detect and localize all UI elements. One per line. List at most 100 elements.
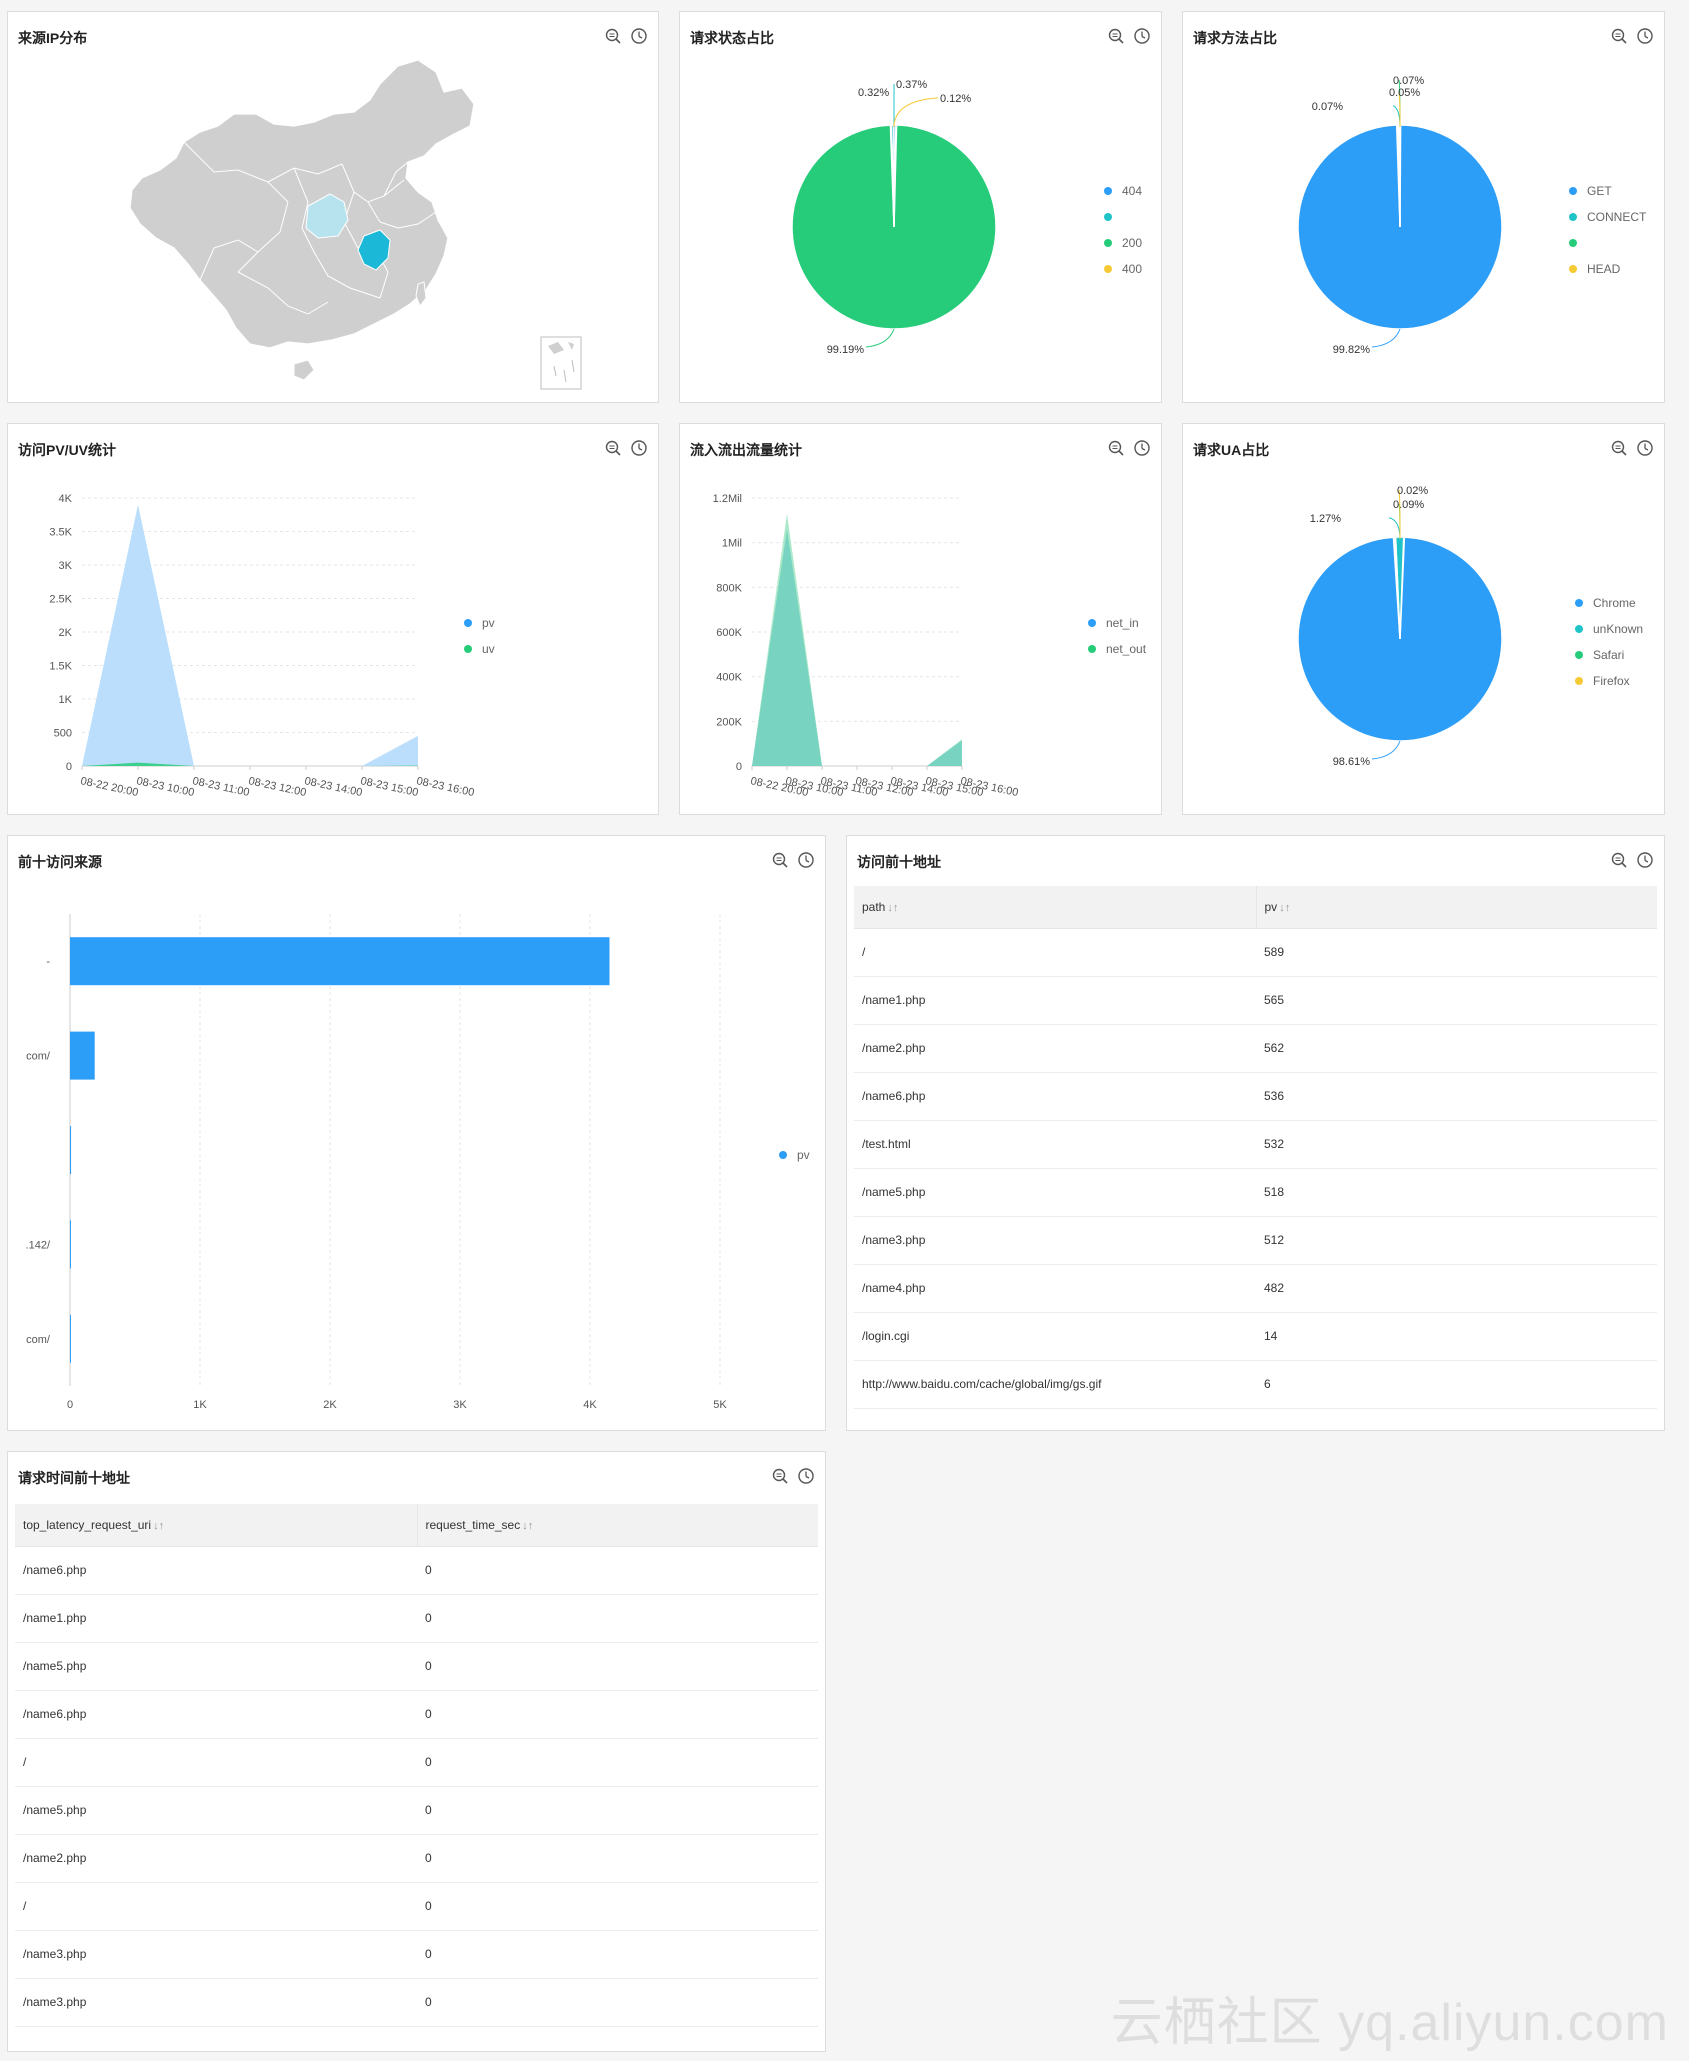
map-region-hainan[interactable] [293, 359, 315, 381]
zoom-search-icon[interactable] [1610, 851, 1628, 869]
pie-slice [1392, 536, 1401, 640]
pie-data-label: 0.07% [1393, 75, 1424, 87]
table-row[interactable]: /name5.php 0 [15, 1786, 818, 1835]
table-row[interactable]: /name6.php 0 [15, 1690, 818, 1739]
legend-dot [1569, 213, 1577, 221]
table-cell: 532 [1256, 1120, 1657, 1169]
pie-data-label: 98.61% [1333, 756, 1371, 768]
y-tick-label: 1.2Mil [713, 493, 742, 505]
legend-label: Safari [1593, 648, 1624, 662]
x-tick-label: 3K [453, 1399, 467, 1411]
table-row[interactable]: /name3.php 0 [15, 1930, 818, 1979]
panel-topsrc: 前十访问来源 0 1K 2K 3K 4K 5K - com/ .142/com/pv [7, 835, 826, 1431]
panel-title: 访问前十地址 [857, 854, 941, 870]
legend-label: net_in [1106, 616, 1139, 630]
y-tick-label: 500 [54, 728, 72, 740]
map-region-taiwan[interactable] [415, 281, 427, 308]
column-header-uri[interactable]: top_latency_request_uri ↓↑ [15, 1504, 417, 1547]
clock-icon[interactable] [1636, 439, 1654, 457]
area-series-net_out [752, 529, 962, 766]
sort-icon[interactable]: ↓↑ [522, 1519, 534, 1532]
legend-dot [1575, 651, 1583, 659]
table-row[interactable]: http://www.baidu.com/cache/global/img/gs… [854, 1360, 1657, 1409]
table-row[interactable]: /name1.php 565 [854, 976, 1657, 1025]
clock-icon[interactable] [1636, 27, 1654, 45]
clock-icon[interactable] [797, 1467, 815, 1485]
clock-icon[interactable] [630, 439, 648, 457]
clock-icon[interactable] [630, 27, 648, 45]
sort-icon[interactable]: ↓↑ [153, 1519, 165, 1532]
table-cell: /test.html [854, 1120, 1256, 1169]
panel-header: 访问前十地址 [847, 836, 1664, 890]
table-header-row: path ↓↑ pv ↓↑ [854, 886, 1657, 929]
table-row[interactable]: /name2.php 562 [854, 1024, 1657, 1073]
pie-slice [791, 124, 997, 330]
table-cell: 0 [417, 1738, 818, 1787]
legend-label: 404 [1122, 184, 1142, 198]
table-row[interactable]: /name5.php 518 [854, 1168, 1657, 1217]
column-header-pv[interactable]: pv ↓↑ [1255, 886, 1657, 929]
panel-tools [1107, 439, 1151, 457]
x-tick-label: 1K [193, 1399, 207, 1411]
panel-title: 请求状态占比 [690, 30, 774, 46]
zoom-search-icon[interactable] [1107, 27, 1125, 45]
table-row[interactable]: /name5.php 0 [15, 1642, 818, 1691]
table-row[interactable]: /name4.php 482 [854, 1264, 1657, 1313]
table-row[interactable]: /name6.php 536 [854, 1072, 1657, 1121]
table-cell: / [854, 928, 1256, 977]
latency-table: top_latency_request_uri ↓↑ request_time_s… [15, 1504, 818, 2027]
panel-pvuv: 访问PV/UV统计 0 500 1K 1.5K 2K 2.5K 3K 3.5K 4K 08-22 … [7, 423, 659, 815]
table-row[interactable]: /login.cgi 14 [854, 1312, 1657, 1361]
zoom-search-icon[interactable] [771, 1467, 789, 1485]
table-cell: 0 [417, 1882, 818, 1931]
table-cell: 536 [1256, 1072, 1657, 1121]
table-row[interactable]: /name1.php 0 [15, 1594, 818, 1643]
legend-label: 400 [1122, 262, 1142, 276]
zoom-search-icon[interactable] [1107, 439, 1125, 457]
y-tick-label: com/ [26, 1051, 51, 1063]
zoom-search-icon[interactable] [604, 27, 622, 45]
map-region-zhejiang[interactable] [357, 229, 391, 271]
x-tick-label: 5K [713, 1399, 727, 1411]
column-header-path[interactable]: path ↓↑ [854, 886, 1256, 929]
clock-icon[interactable] [1133, 439, 1151, 457]
table-row[interactable]: /0 [15, 1882, 818, 1931]
zoom-search-icon[interactable] [604, 439, 622, 457]
table-row[interactable]: /589 [854, 928, 1657, 977]
pie-data-label: 0.02% [1397, 485, 1428, 497]
label-leader [865, 328, 895, 348]
map-region-mainland[interactable] [129, 59, 475, 349]
china-map[interactable] [118, 52, 538, 402]
table-row[interactable]: /name3.php 0 [15, 1978, 818, 2027]
pie-data-label: 0.07% [1312, 101, 1343, 113]
table-row[interactable]: /0 [15, 1738, 818, 1787]
legend-dot [1088, 645, 1096, 653]
sort-icon[interactable]: ↓↑ [887, 901, 899, 914]
panel-latency: 请求时间前十地址 top_latency_request_uri ↓↑ reque… [7, 1451, 826, 2052]
panel-tools [1107, 27, 1151, 45]
y-tick-label: 3K [59, 560, 73, 572]
zoom-search-icon[interactable] [771, 851, 789, 869]
sort-icon[interactable]: ↓↑ [1279, 901, 1291, 914]
watermark: 云栖社区 yq.aliyun.com [1110, 1994, 1669, 2052]
clock-icon[interactable] [797, 851, 815, 869]
status-pie-chart[interactable]: 99.19% 0.32% 0.37% 0.12% 404 200 400 [680, 12, 1161, 402]
zoom-search-icon[interactable] [1610, 439, 1628, 457]
label-leader [1392, 105, 1401, 128]
ua-pie-chart[interactable]: 98.61% 1.27% 0.09% 0.02% Chrome unKnown Safari… [1183, 424, 1664, 814]
topsrc-bar-chart[interactable]: 0 1K 2K 3K 4K 5K - com/ .142/com/pv [8, 836, 825, 1430]
map-region-henan[interactable] [305, 193, 349, 239]
panel-tools [771, 1467, 815, 1485]
table-row[interactable]: /name6.php 0 [15, 1546, 818, 1595]
clock-icon[interactable] [1636, 851, 1654, 869]
x-tick-label: 0 [67, 1399, 73, 1411]
table-row[interactable]: /name2.php 0 [15, 1834, 818, 1883]
table-row[interactable]: /test.html 532 [854, 1120, 1657, 1169]
column-header-time[interactable]: request_time_sec ↓↑ [416, 1504, 818, 1547]
clock-icon[interactable] [1133, 27, 1151, 45]
zoom-search-icon[interactable] [1610, 27, 1628, 45]
table-row[interactable]: /name3.php 512 [854, 1216, 1657, 1265]
